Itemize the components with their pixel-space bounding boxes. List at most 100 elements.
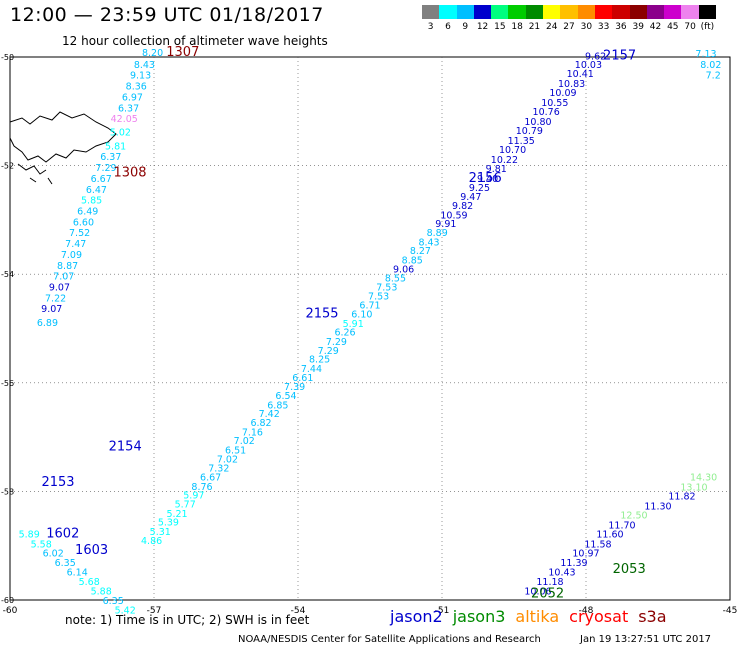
wave-height-label: 6.67 xyxy=(91,174,112,185)
legend-label: 18 xyxy=(511,22,523,32)
wave-height-label: 11.82 xyxy=(668,492,695,503)
wave-height-label: 7.09 xyxy=(61,250,82,261)
color-legend xyxy=(422,5,717,19)
legend-swatch xyxy=(612,5,630,19)
wave-height-label: 6.47 xyxy=(86,185,107,196)
wave-height-label: 7.07 xyxy=(53,272,74,283)
wave-height-label: 7.39 xyxy=(284,382,305,393)
lat-tick-label: -54 xyxy=(1,270,14,279)
wave-height-label: 7.02 xyxy=(234,436,255,447)
wave-height-label: 5.91 xyxy=(343,319,364,330)
wave-height-label: 10.03 xyxy=(575,60,602,71)
wave-height-label: 14.30 xyxy=(690,473,717,484)
pass-number-label: 2154 xyxy=(109,440,142,455)
wave-height-label: 7.53 xyxy=(368,292,389,303)
legend-label: 12 xyxy=(476,22,489,32)
wave-height-label: 9.62 xyxy=(585,52,606,63)
wave-height-label: 8.85 xyxy=(402,255,423,266)
lat-tick-label: -50 xyxy=(1,53,14,62)
wave-height-label: 5.97 xyxy=(183,490,204,501)
pass-number-label: 2153 xyxy=(41,475,74,490)
wave-height-label: 9.13 xyxy=(130,71,151,82)
lon-tick-label: -48 xyxy=(579,606,594,616)
wave-height-label: 5.77 xyxy=(175,500,196,511)
wave-height-label: 11.35 xyxy=(508,136,535,147)
wave-height-label: 6.37 xyxy=(118,103,139,114)
wave-height-label: 9.25 xyxy=(469,183,490,194)
island-fragments xyxy=(17,163,53,185)
wave-height-label: 10.79 xyxy=(516,126,543,137)
legend-label: 3 xyxy=(427,22,434,32)
legend-swatch xyxy=(629,5,647,19)
lat-tick-label: -52 xyxy=(1,162,14,171)
wave-height-label: 6.02 xyxy=(43,549,64,560)
wave-height-label: 6.89 xyxy=(37,318,58,329)
wave-height-label: 7.44 xyxy=(301,364,322,375)
legend-swatch xyxy=(543,5,561,19)
wave-height-label: 7.16 xyxy=(242,427,263,438)
wave-height-label: 5.21 xyxy=(166,509,187,520)
legend-label: 9 xyxy=(462,22,469,32)
wave-height-label: 9.81 xyxy=(486,164,507,175)
pass-number-label: 1308 xyxy=(113,165,146,180)
legend-label: 36 xyxy=(615,22,627,32)
legend-label: 33 xyxy=(597,22,610,32)
wave-height-label: 7.42 xyxy=(259,409,280,420)
wave-height-label: 6.67 xyxy=(200,473,221,484)
wave-height-label: 10.80 xyxy=(524,117,551,128)
wave-height-label: 5.89 xyxy=(19,530,40,541)
footer-timestamp: Jan 19 13:27:51 UTC 2017 xyxy=(580,634,712,645)
legend-swatch xyxy=(491,5,509,19)
lat-tick-label: -60 xyxy=(1,596,14,605)
wave-height-label: 6.35 xyxy=(55,558,76,569)
pass-number-label: 2053 xyxy=(613,562,646,577)
falkland-islands-coastline xyxy=(9,111,117,163)
wave-height-label: 10.97 xyxy=(572,549,599,560)
legend-swatch xyxy=(698,5,717,19)
wave-height-label: 5.42 xyxy=(115,606,136,617)
wave-height-label: 5.02 xyxy=(110,128,131,139)
wave-height-label: 10.41 xyxy=(567,69,594,80)
wave-height-label: 5.39 xyxy=(158,518,179,529)
wave-height-label: 10.55 xyxy=(541,98,568,109)
color-legend-labels: 3 6 9 12 15 18 21 24 27 30 33 36 39 42 45 70 (ft) xyxy=(422,22,716,32)
wave-height-label: 5.68 xyxy=(79,577,100,588)
pass-number-label: 1602 xyxy=(46,527,79,542)
lon-tick-label: -60 xyxy=(3,606,18,616)
wave-height-label: 5.88 xyxy=(91,587,112,598)
wave-height-label: 6.60 xyxy=(73,217,94,228)
wave-height-label: 10.43 xyxy=(548,568,575,579)
wave-height-label: 11.39 xyxy=(560,558,587,569)
wave-height-label: 5.81 xyxy=(105,141,126,152)
wave-height-label: 6.82 xyxy=(250,418,271,429)
pass-number-label: 2052 xyxy=(531,586,564,601)
page-title: 12:00 — 23:59 UTC 01/18/2017 xyxy=(10,4,324,26)
wave-height-label: 6.54 xyxy=(275,391,296,402)
wave-height-label: 9.06 xyxy=(393,265,414,276)
legend-label: 45 xyxy=(667,22,679,32)
satellite-label: s3a xyxy=(638,607,667,626)
wave-height-label: 11.18 xyxy=(536,577,563,588)
wave-height-label: 8.25 xyxy=(309,355,330,366)
pass-number-label: 1307 xyxy=(166,45,199,60)
wave-height-label: 6.61 xyxy=(292,373,313,384)
map-frame xyxy=(9,56,731,601)
wave-height-label: 9.40 xyxy=(477,174,498,185)
wave-height-label: 5.58 xyxy=(31,539,52,550)
legend-swatch xyxy=(577,5,595,19)
wave-height-label: 5.85 xyxy=(81,196,102,207)
pass-number-label: 2157 xyxy=(603,49,636,64)
wave-height-label: 6.49 xyxy=(77,206,98,217)
wave-height-label: 7.53 xyxy=(376,282,397,293)
satellite-label: jason2 xyxy=(390,607,443,626)
lon-tick-label: -57 xyxy=(147,606,162,616)
wave-height-label: 10.76 xyxy=(533,107,560,118)
wave-height-label: 11.30 xyxy=(644,501,671,512)
pass-number-label: 2156 xyxy=(469,171,502,186)
satellite-label: jason3 xyxy=(452,607,506,626)
legend-swatch xyxy=(422,5,440,19)
wave-height-label: 7.13 xyxy=(695,49,716,60)
legend-swatch xyxy=(439,5,457,19)
wave-height-label: 10.70 xyxy=(499,145,526,156)
